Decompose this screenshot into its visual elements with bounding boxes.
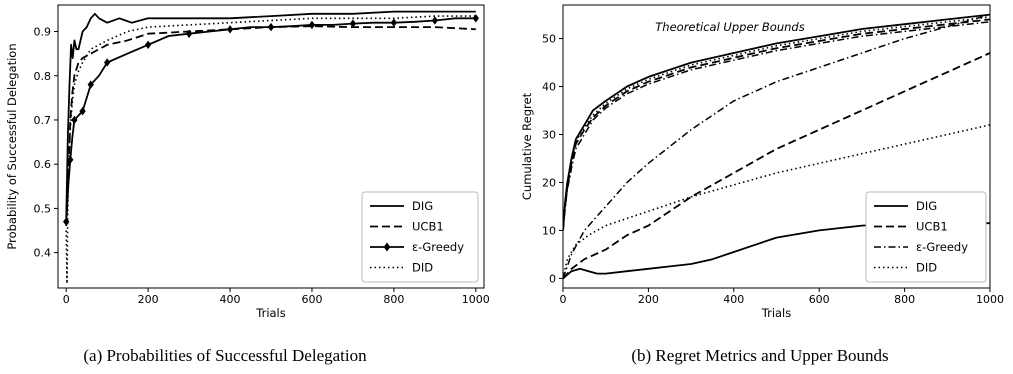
panel-b-y-tick-label: 10 xyxy=(542,224,556,237)
panel-a-y-tick-label: 0.9 xyxy=(34,26,52,39)
panel-a-diamond-marker xyxy=(79,106,86,116)
panel-a-legend-diamond-icon xyxy=(383,242,391,252)
panel-a-legend-label-2: ε-Greedy xyxy=(412,240,464,254)
panel-a-x-tick-label: 600 xyxy=(301,293,322,306)
panel-b-x-axis-label: Trials xyxy=(761,306,792,320)
panel-a-diamond-marker xyxy=(226,25,234,34)
panel-b-legend-label-0: DIG xyxy=(916,199,937,213)
panel-a-x-axis-label: Trials xyxy=(255,306,286,320)
panel-a-diamond-marker xyxy=(390,18,398,27)
panel-a-caption: (a) Probabilities of Successful Delegati… xyxy=(83,346,367,365)
panel-b-series-line-0 xyxy=(563,222,990,280)
panel-a-legend-label-0: DIG xyxy=(412,199,433,213)
panel-b-y-tick-label: 50 xyxy=(542,33,556,46)
panel-a-y-tick-label: 0.7 xyxy=(34,114,52,127)
panel-b-y-tick-label: 30 xyxy=(542,129,556,142)
panel-b-legend-label-3: DID xyxy=(916,261,937,275)
panel-b-y-tick-label: 40 xyxy=(542,81,556,94)
panel-b-plot-frame xyxy=(562,4,991,289)
panel-a-x-tick-label: 1000 xyxy=(462,293,490,306)
panel-a-legend-label-3: DID xyxy=(412,261,433,275)
panel-b-x-tick-label: 400 xyxy=(723,293,744,306)
panel-a-chart: 0 200 400 600 800 1000 0.4 0.5 0.6 0.7 0.8 0.9 Tria… xyxy=(5,4,490,365)
panel-b-x-tick-label: 200 xyxy=(638,293,659,306)
panel-a-x-tick-label: 0 xyxy=(63,293,70,306)
panel-a-x-tick-label: 200 xyxy=(138,293,159,306)
panel-a-diamond-marker xyxy=(67,155,74,164)
panel-b-caption: (b) Regret Metrics and Upper Bounds xyxy=(631,346,888,365)
panel-a-legend-box xyxy=(361,191,479,283)
panel-a-diamond-marker xyxy=(144,40,152,49)
panel-b-x-tick-label: 800 xyxy=(894,293,915,306)
panel-a-y-tick-label: 0.5 xyxy=(34,202,52,215)
panel-b-y-tick-label: 0 xyxy=(549,272,556,285)
panel-a-diamond-marker xyxy=(308,20,316,30)
panel-b-legend-label-1: UCB1 xyxy=(916,220,948,234)
panel-a-x-tick-label: 800 xyxy=(383,293,404,306)
panel-b-annotation: Theoretical Upper Bounds xyxy=(655,20,804,34)
panel-a-series-line-3 xyxy=(65,15,476,285)
panel-b-series-line-2 xyxy=(563,13,990,279)
panel-a-series-line-2 xyxy=(65,17,476,222)
panel-a-diamond-marker xyxy=(349,19,357,28)
panel-a-legend-label-1: UCB1 xyxy=(412,220,444,234)
panel-b-x-tick-label: 0 xyxy=(560,293,567,306)
panel-a-diamond-marker xyxy=(267,22,275,32)
panel-a-y-tick-label: 0.6 xyxy=(34,158,52,171)
panel-a-series-line-1 xyxy=(65,25,476,227)
panel-b-y-tick-label: 20 xyxy=(542,176,556,189)
panel-a-diamond-marker xyxy=(63,217,70,226)
panel-a-diamond-marker xyxy=(431,16,438,25)
panel-a-y-tick-label: 0.8 xyxy=(34,70,52,83)
panel-b-series-line-6 xyxy=(563,21,990,231)
panel-b-x-tick-label: 1000 xyxy=(976,293,1004,306)
panel-b-legend-label-2: ε-Greedy xyxy=(916,240,968,254)
panel-b-series-line-7 xyxy=(563,16,990,231)
panel-a-diamond-marker xyxy=(87,80,94,89)
panel-a-diamond-marker xyxy=(185,29,193,38)
panel-a-y-tick-label: 0.4 xyxy=(34,247,52,260)
panel-a-diamond-marker xyxy=(104,58,111,67)
panel-b-legend-box xyxy=(865,191,987,283)
panel-b-y-axis-label: Cumulative Regret xyxy=(520,92,534,200)
panel-a-series-line-0 xyxy=(65,10,476,222)
panel-a-diamond-marker xyxy=(472,14,479,23)
panel-b-chart: 0 200 400 600 800 1000 0 10 20 30 40 50 Trials Cumu… xyxy=(520,4,1004,365)
panel-a-y-axis-label: Probability of Successful Delegation xyxy=(5,43,19,249)
panel-b-x-tick-label: 600 xyxy=(809,293,830,306)
panel-a-plot-frame xyxy=(57,4,485,289)
panel-a-diamond-marker xyxy=(71,115,78,125)
panel-a-x-tick-label: 400 xyxy=(220,293,241,306)
panel-b-series-line-3 xyxy=(563,124,990,279)
